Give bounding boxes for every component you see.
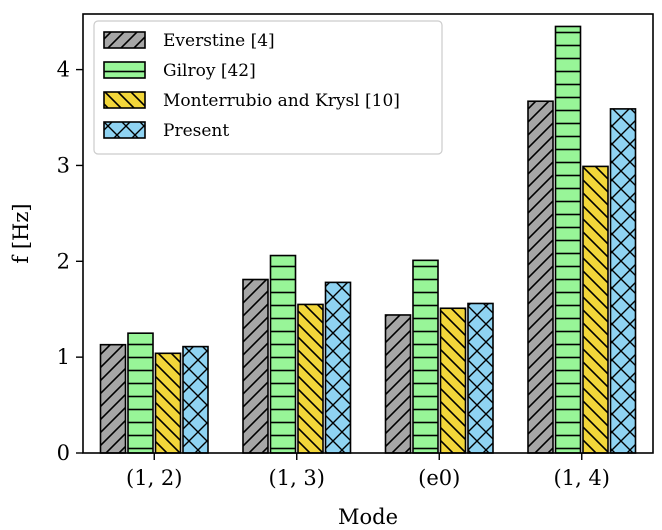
- bar-hatch: [441, 308, 466, 453]
- y-tick-label: 1: [57, 345, 70, 369]
- legend-swatch-hatch: [104, 62, 145, 78]
- x-tick-label: (1, 2): [126, 466, 182, 490]
- x-axis-label: Mode: [338, 505, 398, 529]
- bar-hatch: [243, 280, 268, 453]
- bar-hatch: [386, 315, 411, 453]
- bar-hatch: [183, 347, 208, 453]
- y-tick-label: 2: [57, 249, 70, 273]
- bar-hatch: [468, 303, 493, 453]
- legend-label: Present: [163, 121, 229, 141]
- y-tick-label: 4: [57, 58, 70, 82]
- bar-hatch: [271, 256, 296, 453]
- legend-label: Everstine [4]: [163, 31, 275, 51]
- y-axis-label: f [Hz]: [9, 203, 33, 263]
- x-axis: (1, 2) (1, 3) (e0) (1, 4): [126, 453, 610, 490]
- legend-swatch-hatch: [104, 32, 145, 48]
- y-tick-label: 0: [57, 441, 70, 465]
- bar-hatch: [556, 26, 581, 453]
- y-tick-label: 3: [57, 153, 70, 177]
- bar-hatch: [583, 166, 608, 453]
- x-tick-label: (e0): [418, 466, 460, 490]
- bar-hatch: [413, 260, 438, 453]
- y-axis: 0 1 2 3 4: [57, 58, 83, 465]
- bar-hatch: [528, 101, 553, 453]
- legend-label: Monterrubio and Krysl [10]: [163, 91, 400, 111]
- legend-label: Gilroy [42]: [163, 61, 256, 81]
- legend: Everstine [4] Gilroy [42] Monterrubio and …: [94, 21, 442, 154]
- bar-hatch: [128, 333, 153, 453]
- bar-hatch: [156, 353, 181, 453]
- bar-hatch: [101, 345, 126, 453]
- legend-swatch-hatch: [104, 122, 145, 138]
- x-tick-label: (1, 3): [269, 466, 325, 490]
- bar-hatch: [298, 304, 323, 453]
- legend-swatch-hatch: [104, 92, 145, 108]
- bar-hatch: [611, 109, 636, 453]
- x-tick-label: (1, 4): [554, 466, 610, 490]
- bar-hatch: [326, 282, 351, 453]
